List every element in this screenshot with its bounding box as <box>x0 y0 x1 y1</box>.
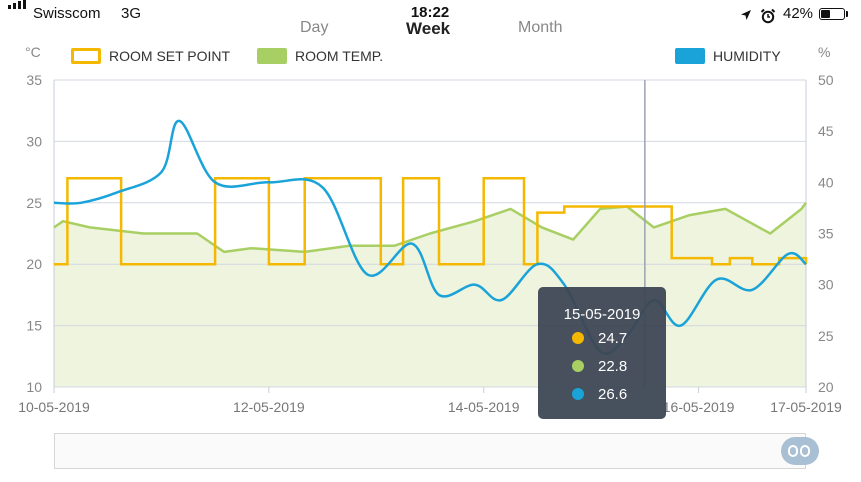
battery-fill <box>821 10 830 18</box>
x-tick-label-3: 16-05-2019 <box>663 399 735 415</box>
tooltip-value-2: 26.6 <box>598 386 627 403</box>
legend-label-humidity: HUMIDITY <box>713 48 781 64</box>
legend-swatch-room-set-point <box>71 48 101 64</box>
tab-week[interactable]: Week <box>406 19 451 38</box>
left-tick-15: 15 <box>26 318 42 334</box>
x-tick-label-4: 17-05-2019 <box>770 399 842 415</box>
left-tick-30: 30 <box>26 133 42 149</box>
left-tick-25: 25 <box>26 195 42 211</box>
right-tick-30: 30 <box>818 277 834 293</box>
legend-label-room-temp: ROOM TEMP. <box>295 48 384 64</box>
legend-swatch-room-temp <box>257 48 287 64</box>
x-tick-label-2: 14-05-2019 <box>448 399 520 415</box>
left-tick-10: 10 <box>26 379 42 395</box>
left-axis-unit: °C <box>25 44 41 60</box>
right-tick-40: 40 <box>818 174 834 190</box>
location-arrow-icon <box>741 10 751 20</box>
legend-label-room-set-point: ROOM SET POINT <box>109 48 231 64</box>
left-tick-35: 35 <box>26 72 42 88</box>
tab-month[interactable]: Month <box>518 19 563 36</box>
range-navigator[interactable] <box>54 433 806 469</box>
battery-tip <box>846 11 848 17</box>
right-tick-25: 25 <box>818 328 834 344</box>
alarm-icon <box>760 8 776 24</box>
x-tick-label-1: 12-05-2019 <box>233 399 305 415</box>
room-set-point-line <box>54 176 808 266</box>
legend-swatch-humidity <box>675 48 705 64</box>
tooltip-value-1: 22.8 <box>598 358 627 375</box>
battery-icon <box>819 8 845 20</box>
status-bar: Swisscom 3G 18:22 42% <box>0 0 861 30</box>
tooltip-date: 15-05-2019 <box>564 306 641 323</box>
room-temp-line <box>53 202 808 254</box>
right-axis-unit: % <box>818 44 831 60</box>
tab-day[interactable]: Day <box>300 19 329 36</box>
tooltip-value-0: 24.7 <box>598 330 627 347</box>
humidity-line <box>53 119 807 355</box>
right-tick-35: 35 <box>818 226 834 242</box>
network-type: 3G <box>121 5 142 22</box>
drag-handle-icon[interactable] <box>781 437 819 465</box>
right-tick-45: 45 <box>818 123 834 139</box>
battery-percent: 42% <box>783 5 814 22</box>
x-tick-label-0: 10-05-2019 <box>18 399 90 415</box>
right-tick-20: 20 <box>818 379 834 395</box>
room-temp-area <box>54 202 806 387</box>
carrier-name: Swisscom <box>33 5 101 22</box>
tooltip-dot-0 <box>572 332 584 344</box>
clock: 18:22 <box>410 4 450 21</box>
tooltip-dot-2 <box>572 388 584 400</box>
tooltip-dot-1 <box>572 360 584 372</box>
tooltip-box <box>538 287 666 419</box>
right-tick-50: 50 <box>818 72 834 88</box>
tooltip: 15-05-2019 24.7 22.8 26.6 <box>538 287 666 419</box>
left-tick-20: 20 <box>26 256 42 272</box>
